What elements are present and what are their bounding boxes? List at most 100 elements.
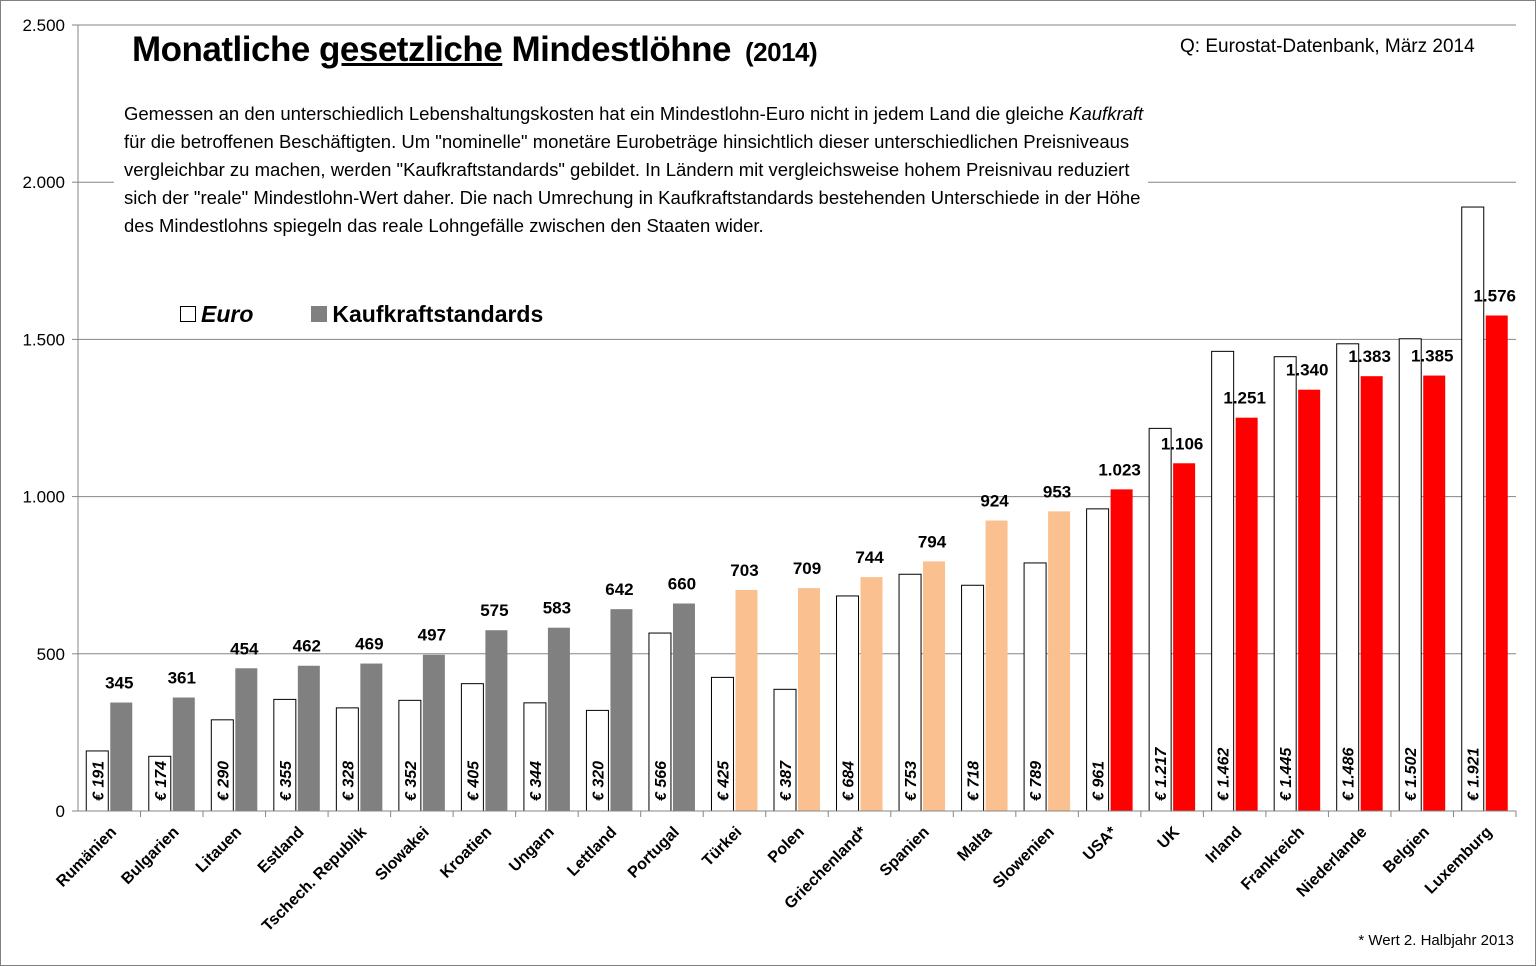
bar-kks (547, 627, 570, 811)
data-label-kks: 1.023 (1098, 460, 1141, 479)
bar-kks (985, 520, 1008, 811)
data-label-kks: 744 (855, 548, 884, 567)
category-label: Spanien (877, 824, 933, 880)
data-label-kks: 462 (293, 637, 321, 656)
data-label-kks: 794 (918, 532, 947, 551)
data-label-euro: € 1.921 (1466, 748, 1483, 801)
category-label: Türkei (699, 824, 745, 870)
bar-kks (1173, 463, 1196, 811)
data-label-euro: € 320 (590, 761, 607, 801)
category-label: Tschech. Republik (259, 824, 370, 935)
bar-euro (1336, 343, 1360, 812)
category-label: Slowakei (372, 824, 432, 884)
data-label-euro: € 328 (340, 761, 357, 801)
data-label-euro: € 355 (278, 760, 295, 801)
source-note: Q: Eurostat-Datenbank, März 2014 (1180, 36, 1475, 57)
data-label-euro: € 352 (403, 761, 420, 801)
category-label: USA* (1080, 823, 1121, 864)
title-pre: Monatliche (132, 30, 320, 69)
data-label-euro: € 1.445 (1278, 747, 1295, 801)
category-label: Estland (255, 824, 308, 877)
data-label-euro: € 425 (715, 760, 732, 801)
bar-euro (1273, 356, 1297, 812)
data-label-euro: € 789 (1028, 761, 1045, 801)
legend-item-euro: Euro (180, 301, 253, 328)
category-label: Malta (954, 824, 995, 865)
data-label-kks: 1.251 (1223, 389, 1266, 408)
data-label-kks: 1.106 (1161, 434, 1204, 453)
title-underlined: gesetzliche (319, 30, 503, 69)
data-label-euro: € 961 (1091, 761, 1108, 801)
chart-title: Monatliche gesetzliche Mindestlöhne (2014… (132, 30, 818, 70)
legend-swatch-euro (180, 306, 196, 322)
data-label-euro: € 753 (903, 761, 920, 801)
bar-kks (923, 561, 946, 811)
title-year: (2014) (745, 37, 818, 67)
footnote: * Wert 2. Halbjahr 2013 (1358, 932, 1514, 949)
bar-kks (1360, 376, 1383, 811)
bar-euro (1211, 350, 1235, 812)
bar-kks (422, 654, 445, 811)
data-label-kks: 660 (668, 574, 696, 593)
bar-kks (798, 588, 820, 811)
data-label-kks: 953 (1043, 482, 1071, 501)
category-label: Bulgarien (118, 824, 182, 888)
data-label-kks: 1.383 (1348, 347, 1391, 366)
data-label-kks: 345 (105, 674, 133, 693)
bar-kks (672, 603, 695, 811)
data-label-kks: 709 (793, 559, 821, 578)
data-label-euro: € 191 (90, 761, 107, 801)
data-label-kks: 469 (355, 635, 383, 654)
data-label-euro: € 290 (215, 761, 232, 801)
data-label-kks: 1.576 (1473, 287, 1516, 306)
category-label: Lettland (564, 824, 620, 880)
ytick-label: 1.500 (22, 330, 65, 349)
data-label-kks: 1.385 (1411, 347, 1454, 366)
bar-kks (110, 702, 133, 811)
data-label-euro: € 566 (653, 761, 670, 801)
bar-kks (297, 665, 320, 811)
data-label-kks: 361 (168, 669, 196, 688)
ytick-label: 1.000 (22, 488, 65, 507)
data-label-kks: 1.340 (1286, 361, 1329, 380)
category-label: Rumänien (53, 824, 120, 891)
bar-euro (1398, 338, 1422, 812)
ytick-label: 0 (56, 802, 65, 821)
bar-kks (1048, 511, 1071, 811)
bar-kks (1485, 315, 1508, 811)
data-label-euro: € 1.502 (1403, 748, 1420, 801)
ytick-label: 2.500 (22, 16, 65, 35)
bar-kks (235, 668, 258, 811)
category-label: Litauen (193, 824, 245, 876)
data-label-euro: € 387 (778, 760, 795, 801)
category-label: Slowenien (990, 824, 1058, 892)
description-text: Gemessen an den unterschiedlich Lebensha… (114, 100, 1148, 272)
data-label-euro: € 1.486 (1341, 748, 1358, 801)
bar-kks (172, 697, 195, 811)
data-label-euro: € 1.462 (1216, 748, 1233, 801)
data-label-kks: 924 (980, 491, 1009, 510)
description-part2: für die betroffenen Beschäftigten. Um "n… (124, 131, 1141, 236)
bar-kks (485, 630, 508, 811)
data-label-euro: € 405 (465, 760, 482, 801)
legend-label-kks: Kaufkraftstandards (332, 300, 544, 327)
bar-kks (1298, 389, 1321, 811)
description-emphasis: Kaufkraft (1069, 103, 1144, 124)
data-label-kks: 575 (480, 601, 508, 620)
bar-kks (1423, 375, 1446, 811)
data-label-kks: 703 (730, 561, 758, 580)
bar-kks (610, 609, 633, 811)
data-label-euro: € 174 (153, 761, 170, 801)
legend-item-kks: Kaufkraftstandards (311, 301, 543, 328)
category-label: Kroatien (437, 824, 495, 882)
legend-swatch-kks (311, 306, 328, 322)
bar-kks (1235, 417, 1258, 811)
data-label-euro: € 1.217 (1153, 747, 1170, 801)
bar-kks (860, 577, 883, 811)
legend: Euro Kaufkraftstandards (180, 300, 602, 328)
category-label: Ungarn (506, 824, 558, 876)
category-label: Belgien (1380, 824, 1433, 877)
bar-kks (360, 663, 383, 811)
title-post: Mindestlöhne (502, 30, 732, 69)
